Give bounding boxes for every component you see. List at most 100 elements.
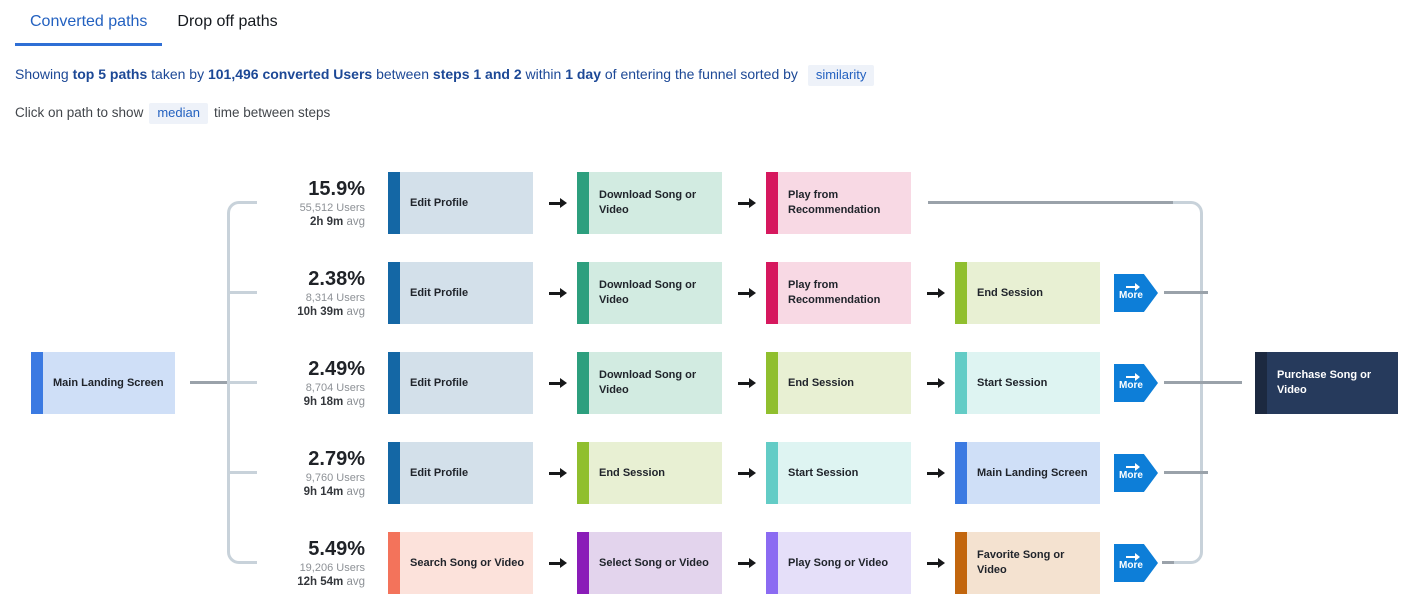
path-node-start-session[interactable]: Start Session — [766, 442, 911, 504]
step-arrow — [919, 442, 947, 504]
connector-row5-to-rail — [1162, 561, 1174, 564]
right-arrow-icon — [549, 467, 567, 478]
path-percent: 2.38% — [308, 267, 365, 290]
right-arrow-icon — [927, 287, 945, 298]
connector-left-rail-bottom-corner — [227, 547, 257, 564]
more-arrow-icon — [1126, 462, 1140, 471]
path-users: 19,206 Users — [299, 561, 365, 574]
connector-row1-to-rail — [928, 201, 1173, 204]
path-node-main-landing-screen[interactable]: Main Landing Screen — [955, 442, 1100, 504]
avg-suffix: avg — [343, 395, 365, 408]
more-arrow-icon — [1126, 282, 1140, 291]
summary-segment: 101,496 converted Users — [207, 66, 373, 82]
right-arrow-icon — [738, 377, 756, 388]
path-node-end-session[interactable]: End Session — [766, 352, 911, 414]
step-arrow — [541, 442, 569, 504]
path-node-edit-profile[interactable]: Edit Profile — [388, 172, 533, 234]
summary-segment: taken by — [147, 66, 208, 82]
tab-converted-paths[interactable]: Converted paths — [15, 12, 163, 46]
path-row-3[interactable]: 2.49% 8,704 Users 9h 18m avg Edit Profile Do… — [0, 352, 1415, 414]
avg-time-value: 9h 18m — [303, 395, 344, 408]
summary-line: Showing top 5 paths taken by 101,496 con… — [15, 64, 880, 86]
path-node-label: Start Session — [788, 466, 859, 479]
path-node-download-song-or-video[interactable]: Download Song or Video — [577, 352, 722, 414]
path-row-2[interactable]: 2.38% 8,314 Users 10h 39m avg Edit Profile D… — [0, 262, 1415, 324]
avg-time-value: 12h 54m — [297, 575, 344, 588]
summary-segment: between — [372, 66, 433, 82]
path-stats: 2.38% 8,314 Users 10h 39m avg — [230, 262, 365, 324]
path-node-end-session[interactable]: End Session — [955, 262, 1100, 324]
path-node-play-from-recommendation[interactable]: Play from Recommendation — [766, 262, 911, 324]
path-node-download-song-or-video[interactable]: Download Song or Video — [577, 262, 722, 324]
path-avg-time: 9h 14m avg — [230, 485, 365, 499]
more-button-label: More — [1119, 379, 1143, 391]
more-button[interactable]: More — [1114, 364, 1158, 402]
avg-time-value: 9h 14m — [303, 485, 344, 498]
path-users: 8,314 Users — [305, 291, 365, 304]
summary-segment: Showing — [15, 66, 73, 82]
path-percent: 15.9% — [308, 177, 365, 200]
path-node-label: Search Song or Video — [410, 556, 525, 569]
path-node-edit-profile[interactable]: Edit Profile — [388, 262, 533, 324]
path-node-download-song-or-video[interactable]: Download Song or Video — [577, 172, 722, 234]
path-row-1[interactable]: 15.9% 55,512 Users 2h 9m avg Edit Profile Do… — [0, 172, 1415, 234]
path-node-end-session[interactable]: End Session — [577, 442, 722, 504]
connector-rail-to-end-node — [1164, 381, 1242, 384]
more-button[interactable]: More — [1114, 544, 1158, 582]
path-percent: 5.49% — [308, 537, 365, 560]
right-arrow-icon — [927, 377, 945, 388]
path-node-select-song-or-video[interactable]: Select Song or Video — [577, 532, 722, 594]
path-node-edit-profile[interactable]: Edit Profile — [388, 442, 533, 504]
step-arrow — [730, 262, 758, 324]
path-node-label: End Session — [599, 466, 666, 479]
start-node-label: Main Landing Screen — [53, 376, 164, 389]
avg-time-value: 10h 39m — [297, 305, 344, 318]
tab-drop-off-paths[interactable]: Drop off paths — [177, 13, 278, 30]
more-arrow-icon — [1126, 552, 1140, 561]
path-node-label: End Session — [977, 286, 1044, 299]
similarity-selector[interactable]: similarity — [807, 65, 875, 86]
end-node-label: Purchase Song or Video — [1277, 369, 1372, 396]
path-node-label: End Session — [788, 376, 855, 389]
right-arrow-icon — [549, 377, 567, 388]
path-node-label: Edit Profile — [410, 196, 469, 209]
path-node-favorite-song-or-video[interactable]: Favorite Song or Video — [955, 532, 1100, 594]
hint-suffix: time between steps — [213, 105, 331, 120]
path-row-5[interactable]: 5.49% 19,206 Users 12h 54m avg Search Song … — [0, 532, 1415, 594]
right-arrow-icon — [927, 557, 945, 568]
path-percent: 2.79% — [308, 447, 365, 470]
summary-segment: top 5 paths — [72, 66, 148, 82]
path-node-start-session[interactable]: Start Session — [955, 352, 1100, 414]
more-button-label: More — [1119, 289, 1143, 301]
path-users: 8,704 Users — [305, 381, 365, 394]
path-node-label: Edit Profile — [410, 286, 469, 299]
connector-left-branch-3 — [230, 381, 257, 384]
more-button[interactable]: More — [1114, 454, 1158, 492]
path-stats: 5.49% 19,206 Users 12h 54m avg — [230, 532, 365, 594]
summary-segment: 1 day — [565, 66, 601, 82]
path-node-label: Play Song or Video — [788, 556, 889, 569]
median-selector[interactable]: median — [149, 103, 208, 124]
right-arrow-icon — [549, 197, 567, 208]
right-arrow-icon — [738, 197, 756, 208]
avg-suffix: avg — [343, 575, 365, 588]
more-button-label: More — [1119, 559, 1143, 571]
connector-left-branch-4 — [230, 471, 257, 474]
end-node: Purchase Song or Video — [1255, 352, 1398, 414]
step-arrow — [541, 172, 569, 234]
path-node-edit-profile[interactable]: Edit Profile — [388, 352, 533, 414]
path-node-play-from-recommendation[interactable]: Play from Recommendation — [766, 172, 911, 234]
right-arrow-icon — [927, 467, 945, 478]
more-button[interactable]: More — [1114, 274, 1158, 312]
right-arrow-icon — [738, 287, 756, 298]
path-row-4[interactable]: 2.79% 9,760 Users 9h 14m avg Edit Profile En… — [0, 442, 1415, 504]
path-node-label: Download Song or Video — [599, 279, 697, 306]
step-arrow — [541, 532, 569, 594]
connector-right-rail-top-corner — [1173, 201, 1203, 217]
path-avg-time: 2h 9m avg — [230, 215, 365, 229]
path-node-search-song-or-video[interactable]: Search Song or Video — [388, 532, 533, 594]
connector-row4-to-rail — [1164, 471, 1208, 474]
path-node-play-song-or-video[interactable]: Play Song or Video — [766, 532, 911, 594]
